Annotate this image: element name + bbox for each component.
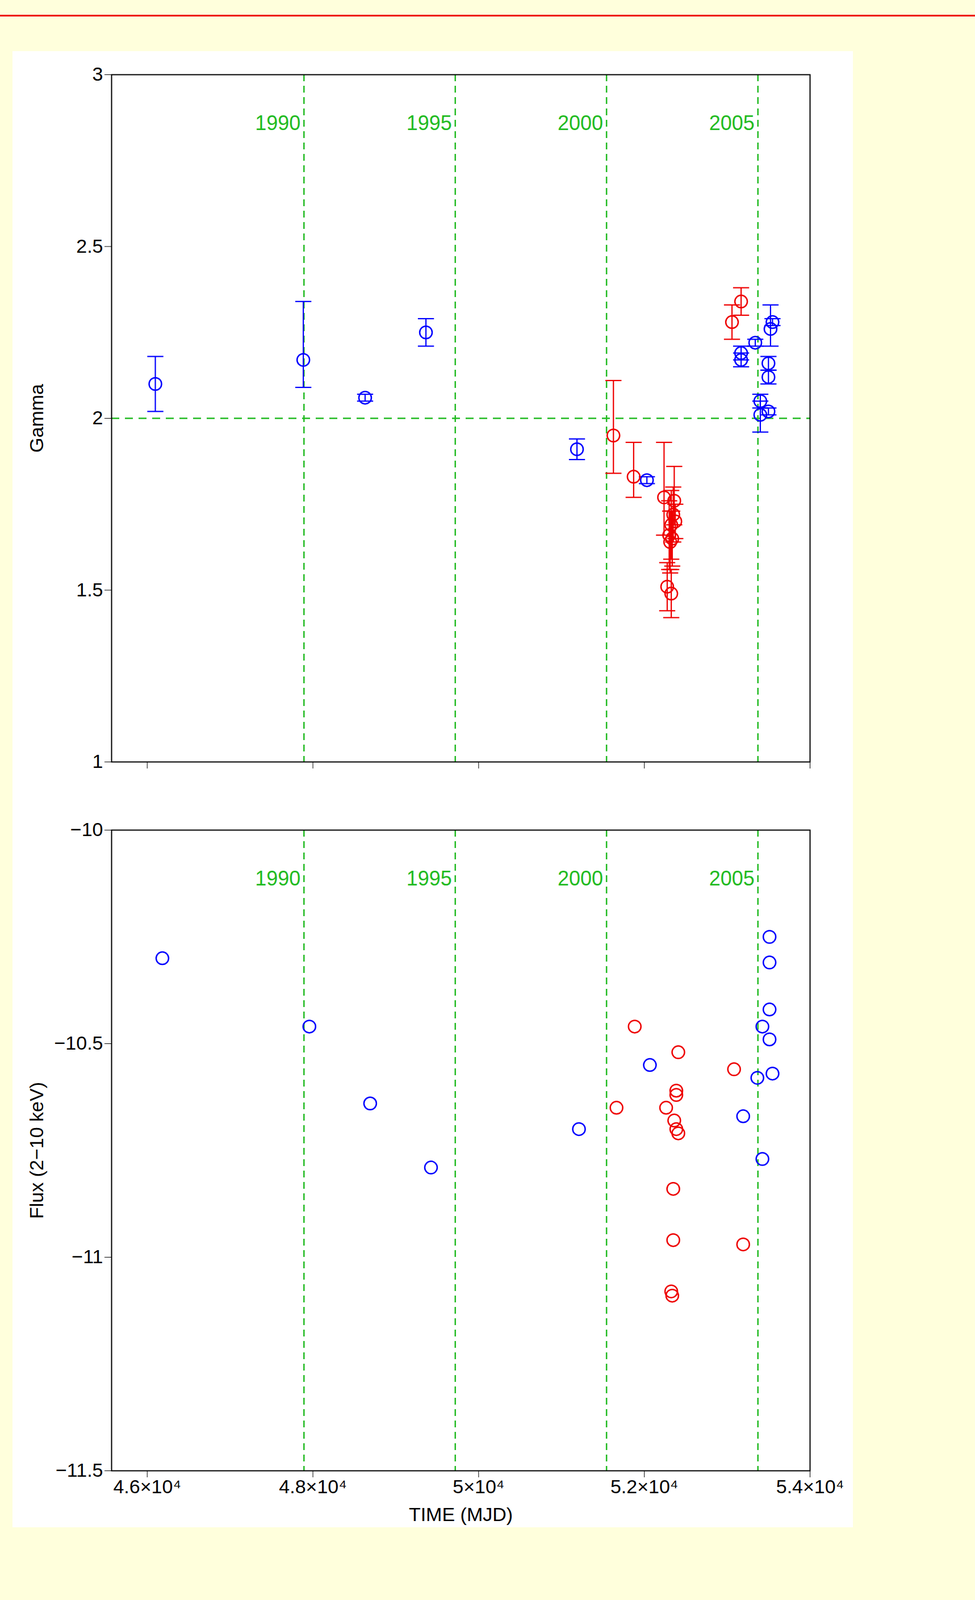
svg-text:−10.5: −10.5 bbox=[53, 1031, 103, 1054]
svg-text:1990: 1990 bbox=[254, 111, 301, 135]
svg-text:5.2×10⁴: 5.2×10⁴ bbox=[610, 1475, 679, 1497]
svg-text:4.6×10⁴: 4.6×10⁴ bbox=[113, 1475, 182, 1497]
svg-text:1.5: 1.5 bbox=[76, 578, 103, 601]
svg-text:5×10⁴: 5×10⁴ bbox=[452, 1475, 505, 1497]
svg-text:3: 3 bbox=[92, 63, 104, 85]
svg-text:2000: 2000 bbox=[557, 866, 604, 890]
svg-text:4.8×10⁴: 4.8×10⁴ bbox=[278, 1475, 347, 1497]
svg-text:2005: 2005 bbox=[709, 866, 755, 890]
svg-text:2: 2 bbox=[92, 406, 104, 429]
svg-text:2005: 2005 bbox=[709, 111, 755, 135]
svg-text:1: 1 bbox=[92, 750, 104, 772]
svg-text:Gamma: Gamma bbox=[25, 383, 48, 453]
svg-text:2000: 2000 bbox=[557, 111, 604, 135]
svg-text:1995: 1995 bbox=[406, 866, 453, 890]
svg-text:−10: −10 bbox=[70, 818, 104, 840]
svg-text:−11.5: −11.5 bbox=[55, 1458, 104, 1481]
svg-text:1990: 1990 bbox=[254, 866, 301, 890]
svg-text:−11: −11 bbox=[71, 1245, 103, 1267]
svg-text:2.5: 2.5 bbox=[76, 235, 103, 257]
svg-text:Flux (2−10 keV): Flux (2−10 keV) bbox=[25, 1081, 48, 1219]
svg-text:TIME (MJD): TIME (MJD) bbox=[408, 1503, 513, 1525]
svg-text:1995: 1995 bbox=[406, 111, 453, 135]
svg-text:5.4×10⁴: 5.4×10⁴ bbox=[776, 1475, 845, 1497]
